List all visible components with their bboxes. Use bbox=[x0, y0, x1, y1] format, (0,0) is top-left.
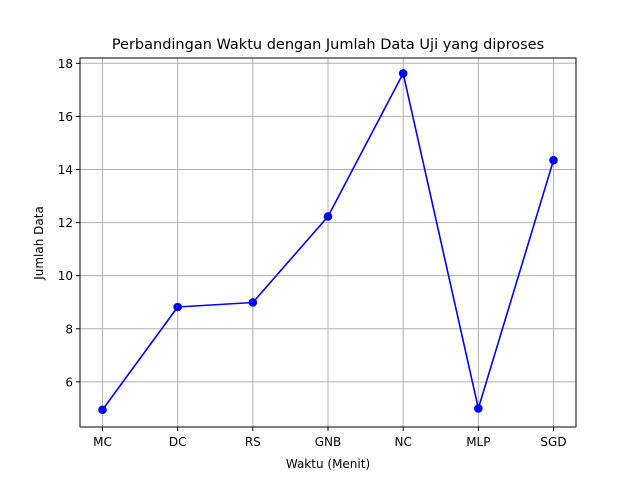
series-group bbox=[98, 69, 558, 415]
y-tick-label: 6 bbox=[65, 375, 73, 389]
y-tick-label: 16 bbox=[58, 110, 73, 124]
data-point-gnb bbox=[323, 212, 333, 221]
data-point-dc bbox=[173, 302, 182, 312]
x-tick-label: DC bbox=[169, 435, 187, 449]
y-axis-label: Jumlah Data bbox=[32, 206, 46, 281]
x-tick-label: MLP bbox=[466, 435, 490, 449]
x-tick-label: NC bbox=[394, 435, 411, 449]
y-tick-label: 12 bbox=[58, 216, 73, 230]
data-point-nc bbox=[398, 69, 408, 78]
y-tick-label: 18 bbox=[58, 57, 73, 71]
chart-title: Perbandingan Waktu dengan Jumlah Data Uj… bbox=[112, 37, 544, 53]
y-tick-label: 10 bbox=[58, 269, 73, 283]
data-point-rs bbox=[248, 298, 258, 307]
x-tick-label: RS bbox=[245, 435, 261, 449]
x-tick-label: MC bbox=[93, 435, 112, 449]
grid-lines bbox=[80, 58, 576, 427]
y-tick-label: 8 bbox=[65, 322, 73, 336]
data-point-mlp bbox=[474, 404, 483, 413]
x-axis-ticks: MC DC RS GNB NC MLP SGD bbox=[93, 427, 567, 449]
x-axis-label: Waktu (Menit) bbox=[286, 457, 370, 471]
data-point-sgd bbox=[549, 155, 558, 165]
data-point-mc bbox=[98, 405, 107, 415]
y-axis-ticks: 6 8 10 12 14 16 18 bbox=[58, 57, 80, 389]
y-tick-label: 14 bbox=[58, 163, 73, 177]
x-tick-label: SGD bbox=[540, 435, 566, 449]
x-tick-label: GNB bbox=[315, 435, 342, 449]
